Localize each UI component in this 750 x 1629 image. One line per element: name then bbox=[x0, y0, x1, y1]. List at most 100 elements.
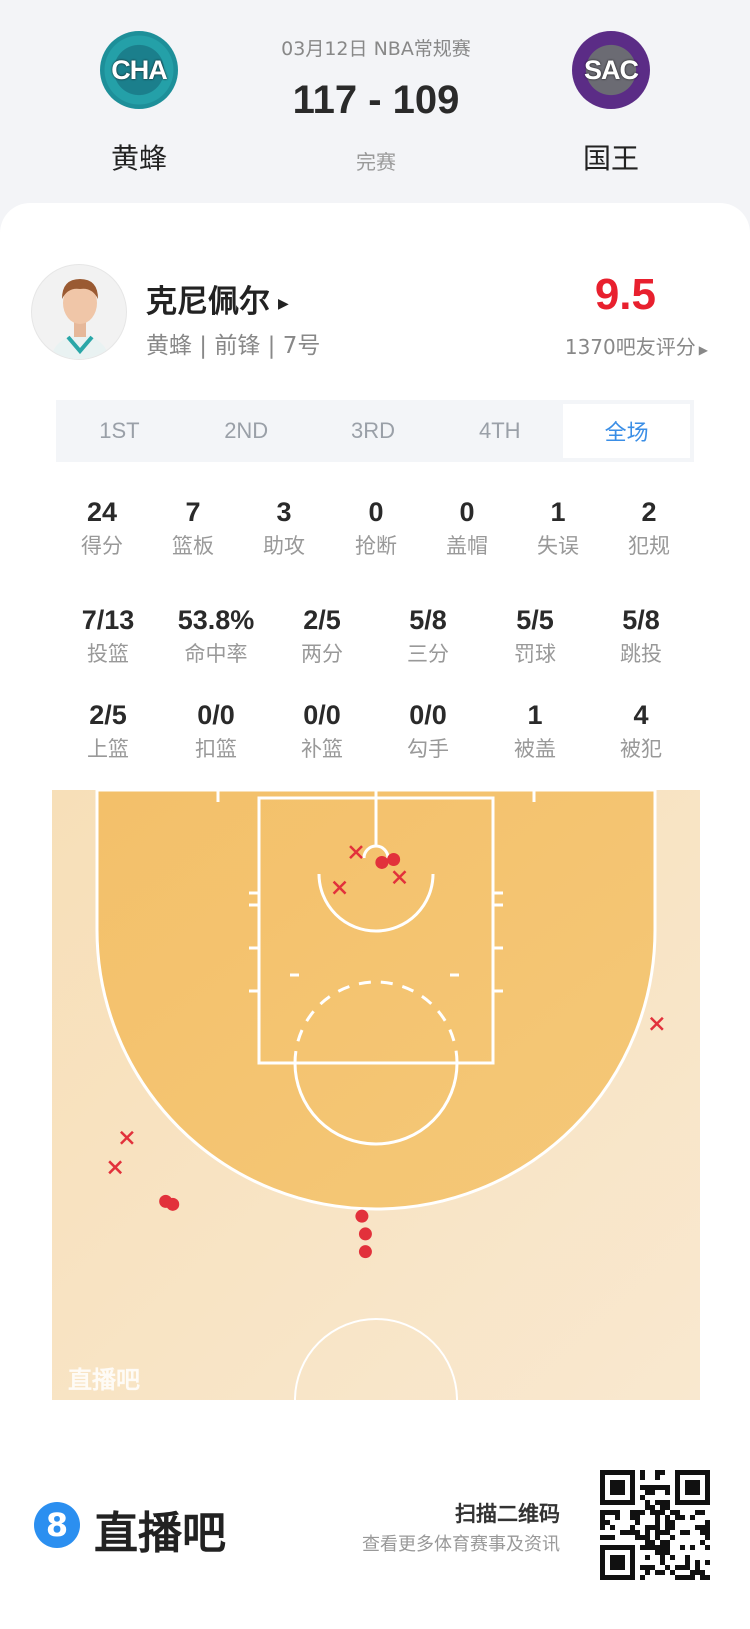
stat-item: 5/8 三分 bbox=[373, 605, 483, 667]
stat-label: 补篮 bbox=[301, 737, 343, 761]
made-shot-marker bbox=[387, 852, 401, 866]
home-team-name[interactable]: 黄蜂 bbox=[110, 142, 167, 175]
stat-item: 3 助攻 bbox=[229, 497, 339, 559]
stat-value: 7 bbox=[185, 497, 201, 527]
caret-right-icon: ▶ bbox=[698, 343, 708, 357]
stat-value: 4 bbox=[633, 700, 649, 730]
brand-logo-icon: 8 bbox=[34, 1502, 80, 1548]
stat-value: 5/8 bbox=[409, 605, 447, 635]
stat-item: 1 失误 bbox=[503, 497, 613, 559]
missed-shot-marker bbox=[349, 845, 363, 859]
missed-shot-marker bbox=[108, 1160, 123, 1175]
rating-count: 1370吧友评分 bbox=[564, 335, 696, 359]
three-point-line bbox=[95, 790, 657, 1211]
match-status: 完赛 bbox=[356, 150, 396, 174]
tab-full-game[interactable]: 全场 bbox=[563, 404, 690, 458]
stat-value: 0 bbox=[368, 497, 384, 527]
stat-label: 勾手 bbox=[407, 737, 449, 761]
shot-chart: 直播吧 bbox=[52, 790, 700, 1400]
made-shot-marker bbox=[358, 1227, 372, 1241]
stat-value: 3 bbox=[276, 497, 292, 527]
stat-label: 犯规 bbox=[628, 534, 670, 558]
missed-shot-marker bbox=[649, 1016, 664, 1031]
tab-4th[interactable]: 4TH bbox=[479, 418, 521, 443]
shot-markers bbox=[108, 845, 664, 1259]
tab-3rd[interactable]: 3RD bbox=[350, 418, 395, 443]
sac-team-logo[interactable]: SAC bbox=[572, 31, 650, 109]
stat-value: 1 bbox=[527, 700, 543, 730]
stat-label: 篮板 bbox=[172, 534, 214, 558]
free-throw-circle-bottom bbox=[293, 1062, 459, 1146]
made-shot-marker bbox=[358, 1245, 372, 1259]
made-shot-marker bbox=[166, 1197, 180, 1211]
rating-count-link[interactable]: 1370吧友评分 ▶ bbox=[565, 331, 708, 360]
missed-shot-marker bbox=[120, 1130, 134, 1145]
stat-item: 7/13 投篮 bbox=[53, 605, 163, 667]
court-hash-marks bbox=[216, 790, 536, 993]
player-avatar[interactable] bbox=[31, 264, 127, 360]
stat-value: 2/5 bbox=[303, 605, 341, 635]
stat-label: 盖帽 bbox=[446, 534, 488, 558]
stat-label: 扣篮 bbox=[195, 737, 237, 761]
stat-label: 命中率 bbox=[184, 642, 248, 666]
stat-label: 两分 bbox=[301, 642, 343, 666]
stat-item: 5/8 跳投 bbox=[586, 605, 696, 667]
stat-item: 0 盖帽 bbox=[412, 497, 522, 559]
stat-item: 5/5 罚球 bbox=[480, 605, 590, 667]
stat-item: 53.8% 命中率 bbox=[161, 605, 271, 667]
stat-item: 0/0 补篮 bbox=[267, 700, 377, 762]
stat-value: 24 bbox=[86, 497, 118, 527]
missed-shot-marker bbox=[332, 880, 347, 895]
missed-shot-marker bbox=[392, 870, 407, 885]
stat-value: 2 bbox=[641, 497, 657, 527]
period-tabs: 1ST 2ND 3RD 4TH 全场 bbox=[56, 400, 694, 462]
stat-label: 助攻 bbox=[263, 534, 305, 558]
stat-value: 5/8 bbox=[622, 605, 660, 635]
stat-value: 0/0 bbox=[409, 700, 447, 730]
stat-item: 2/5 两分 bbox=[267, 605, 377, 667]
stat-value: 2/5 bbox=[89, 700, 127, 730]
center-circle bbox=[294, 1318, 458, 1400]
caret-right-icon: ▶ bbox=[278, 295, 289, 312]
player-photo-icon bbox=[50, 279, 110, 359]
stat-item: 7 篮板 bbox=[138, 497, 248, 559]
stat-item: 1 被盖 bbox=[480, 700, 590, 762]
made-shot-marker bbox=[375, 855, 389, 869]
stat-value: 53.8% bbox=[177, 605, 255, 635]
scan-qr-subtitle: 查看更多体育赛事及资讯 bbox=[362, 1534, 560, 1555]
stat-label: 得分 bbox=[81, 534, 123, 558]
stat-label: 被盖 bbox=[514, 737, 556, 761]
stat-label: 跳投 bbox=[620, 642, 662, 666]
brand-name: 直播吧 bbox=[94, 1508, 226, 1559]
made-shot-marker bbox=[355, 1209, 369, 1223]
player-name: 克尼佩尔 bbox=[146, 284, 270, 320]
tab-1st[interactable]: 1ST bbox=[99, 418, 140, 443]
cha-team-logo[interactable]: CHA bbox=[100, 31, 178, 109]
hoop-arc bbox=[362, 844, 390, 859]
stat-value: 0/0 bbox=[197, 700, 235, 730]
stat-item: 4 被犯 bbox=[586, 700, 696, 762]
stat-value: 0/0 bbox=[303, 700, 341, 730]
away-team-name[interactable]: 国王 bbox=[582, 142, 639, 175]
restricted-arc bbox=[317, 873, 435, 933]
stat-item: 2 犯规 bbox=[594, 497, 704, 559]
stat-value: 5/5 bbox=[516, 605, 554, 635]
player-info: 黄蜂 | 前锋 | 7号 bbox=[146, 333, 321, 359]
stat-label: 罚球 bbox=[514, 642, 556, 666]
stat-item: 0/0 扣篮 bbox=[161, 700, 271, 762]
stat-label: 抢断 bbox=[355, 534, 397, 558]
qr-code-icon[interactable] bbox=[600, 1470, 710, 1580]
stat-label: 投篮 bbox=[87, 642, 129, 666]
stat-label: 被犯 bbox=[620, 737, 662, 761]
court-watermark: 直播吧 bbox=[68, 1366, 140, 1394]
match-date-type: 03月12日 NBA常规赛 bbox=[281, 38, 471, 60]
stat-label: 三分 bbox=[407, 642, 449, 666]
stat-item: 24 得分 bbox=[47, 497, 157, 559]
stat-item: 0/0 勾手 bbox=[373, 700, 483, 762]
match-score: 117 - 109 bbox=[292, 78, 460, 122]
stat-label: 上篮 bbox=[87, 737, 129, 761]
player-name-link[interactable]: 克尼佩尔 ▶ bbox=[146, 276, 289, 321]
tab-2nd[interactable]: 2ND bbox=[224, 418, 269, 443]
stat-value: 1 bbox=[550, 497, 566, 527]
stat-item: 0 抢断 bbox=[321, 497, 431, 559]
